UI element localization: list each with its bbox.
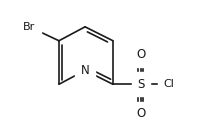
Text: O: O <box>136 107 145 120</box>
Text: Br: Br <box>23 22 35 32</box>
Text: Cl: Cl <box>163 79 174 89</box>
Text: O: O <box>136 48 145 61</box>
Text: N: N <box>81 64 89 77</box>
Text: S: S <box>137 78 145 91</box>
